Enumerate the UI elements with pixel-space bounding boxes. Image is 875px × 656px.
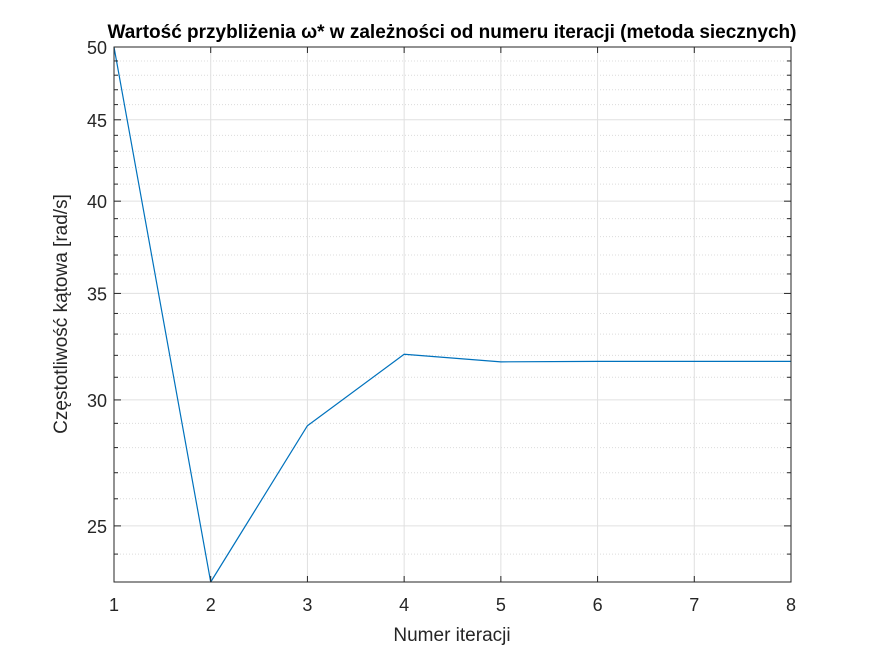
series-line (113, 46, 791, 583)
x-tick-label: 6 (593, 595, 603, 615)
x-tick-label: 7 (689, 595, 699, 615)
plot-background (114, 47, 791, 582)
x-tick-label: 3 (302, 595, 312, 615)
chart-title: Wartość przybliżenia ω* w zależności od … (108, 22, 797, 43)
x-tick-label: 4 (399, 595, 409, 615)
major-grid (113, 46, 792, 582)
y-axis-label: Częstotliwość kątowa [rad/s] (51, 194, 72, 434)
minor-grid (114, 60, 791, 555)
y-tick-label: 45 (87, 111, 107, 131)
y-tick-label: 40 (87, 192, 107, 212)
x-tick-label: 8 (786, 595, 796, 615)
x-tick-label: 2 (206, 595, 216, 615)
plot-frame (113, 46, 792, 583)
x-tick-label: 1 (109, 595, 119, 615)
y-tick-label: 30 (87, 391, 107, 411)
series-layer (113, 46, 791, 583)
y-tick-label: 35 (87, 284, 107, 304)
y-tick-label: 25 (87, 517, 107, 537)
y-tick-label: 50 (87, 38, 107, 58)
x-axis-ticks: 1 2 3 4 5 6 7 8 (109, 47, 796, 615)
x-tick-label: 5 (496, 595, 506, 615)
x-axis-label: Numer iteracji (393, 625, 510, 646)
y-axis-ticks: 25 30 35 40 45 50 (87, 38, 791, 555)
